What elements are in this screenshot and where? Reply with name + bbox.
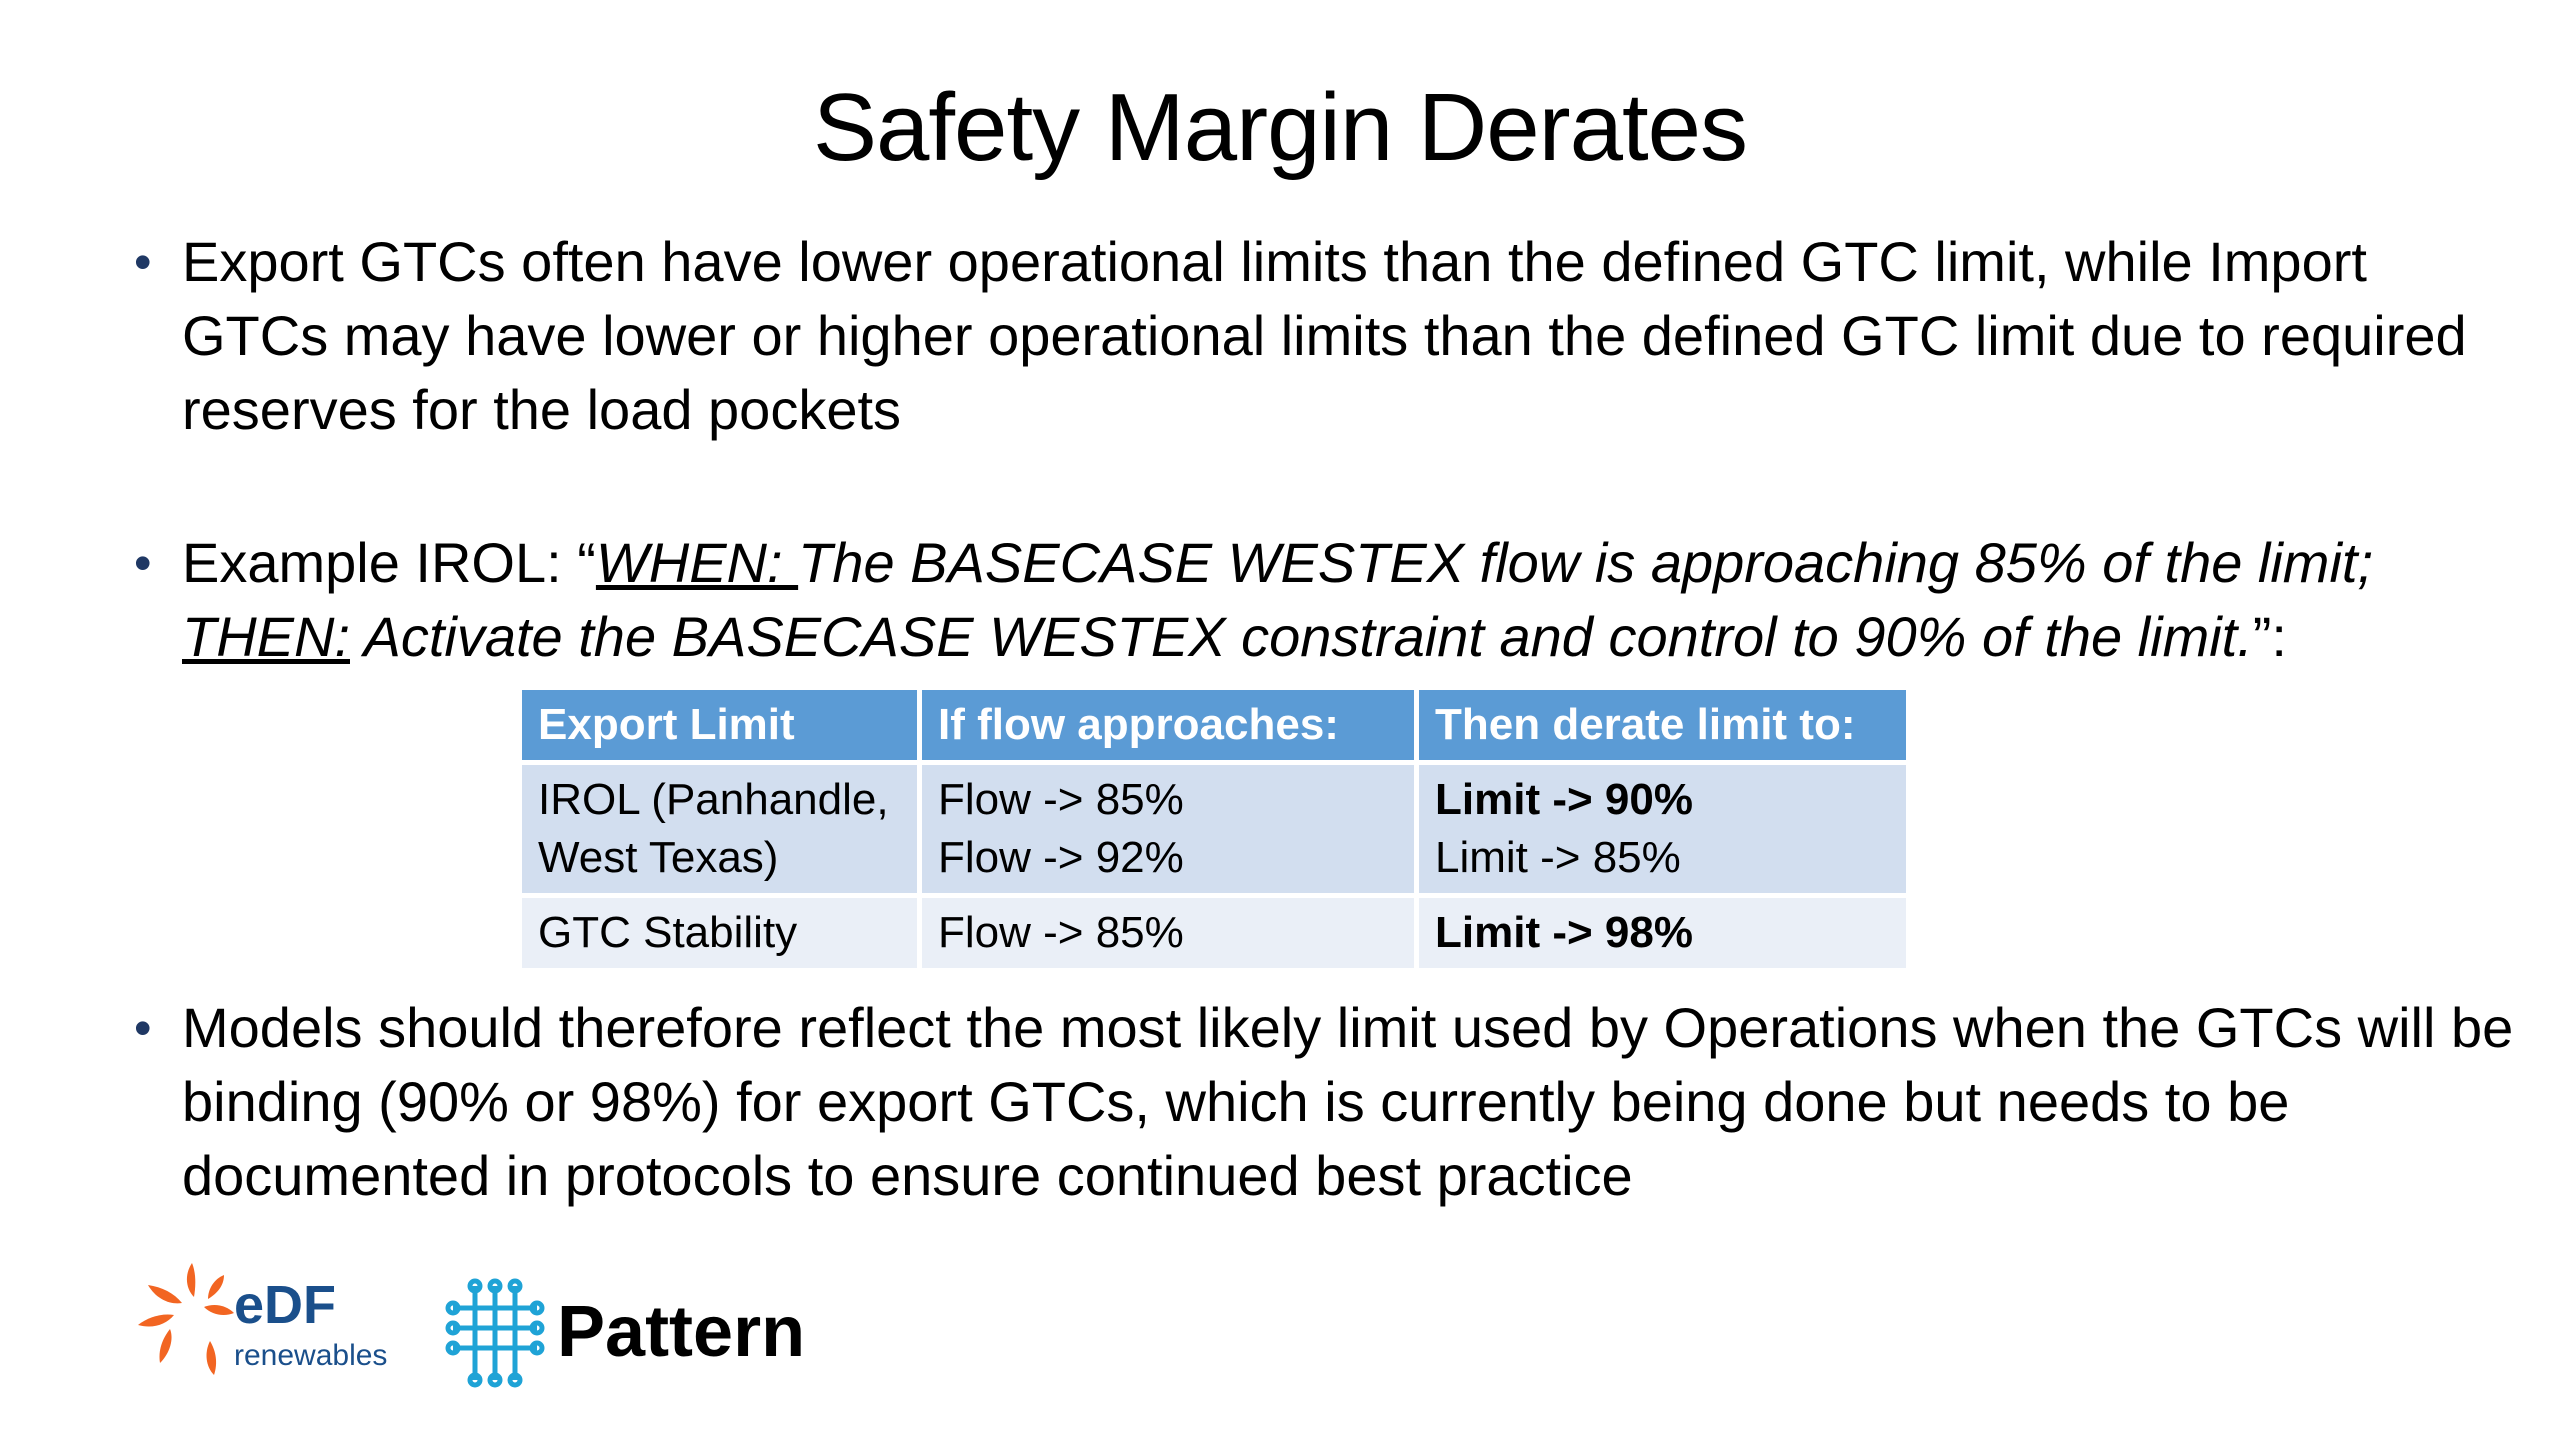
cell-line: West Texas) <box>538 833 779 882</box>
header-flow-approaches: If flow approaches: <box>922 690 1414 760</box>
then-text: Activate the BASECASE WESTEX constraint … <box>350 605 2253 668</box>
cell-flow: Flow -> 85% <box>922 898 1414 968</box>
bullet-dot-icon: • <box>134 535 152 591</box>
edf-sun-icon <box>138 1263 234 1375</box>
header-derate-limit: Then derate limit to: <box>1419 690 1906 760</box>
bullet-dot-icon: • <box>134 234 152 290</box>
edf-brand-text: eDF <box>234 1275 336 1335</box>
bullet-text: Export GTCs often have lower operational… <box>182 230 2467 441</box>
when-text: The BASECASE WESTEX flow is approaching … <box>798 531 2374 594</box>
derate-table: Export Limit If flow approaches: Then de… <box>517 685 1911 973</box>
edf-sub-text: renewables <box>234 1339 387 1372</box>
bullet-text: Example IROL: “WHEN: The BASECASE WESTEX… <box>182 526 2522 674</box>
cell-line: IROL (Panhandle, <box>538 775 889 824</box>
cell-derate: Limit -> 90% Limit -> 85% <box>1419 765 1906 893</box>
irol-suffix: ”: <box>2252 605 2287 668</box>
cell-line: Limit -> 90% <box>1435 775 1693 824</box>
pattern-brand-text: Pattern <box>557 1292 805 1372</box>
cell-export-limit: GTC Stability <box>522 898 917 968</box>
table-header-row: Export Limit If flow approaches: Then de… <box>522 690 1906 760</box>
edf-renewables-logo: eDF renewables <box>138 1263 387 1375</box>
bullet-dot-icon: • <box>134 1000 152 1056</box>
then-label: THEN: <box>182 605 350 668</box>
irol-prefix: Example IROL: “ <box>182 531 596 594</box>
cell-derate: Limit -> 98% <box>1419 898 1906 968</box>
header-export-limit: Export Limit <box>522 690 917 760</box>
table-row: GTC Stability Flow -> 85% Limit -> 98% <box>522 898 1906 968</box>
slide-title: Safety Margin Derates <box>812 74 1748 181</box>
cell-line: GTC Stability <box>538 908 798 957</box>
cell-line: Flow -> 92% <box>938 833 1184 882</box>
table-row: IROL (Panhandle, West Texas) Flow -> 85%… <box>522 765 1906 893</box>
pattern-grid-icon <box>445 1278 545 1388</box>
cell-line: Limit -> 85% <box>1435 833 1681 882</box>
when-label: WHEN: <box>595 531 799 594</box>
bullet-text: Models should therefore reflect the most… <box>182 996 2514 1207</box>
cell-line: Flow -> 85% <box>938 908 1184 957</box>
cell-line: Flow -> 85% <box>938 775 1184 824</box>
cell-export-limit: IROL (Panhandle, West Texas) <box>522 765 917 893</box>
cell-flow: Flow -> 85% Flow -> 92% <box>922 765 1414 893</box>
cell-line: Limit -> 98% <box>1435 908 1693 957</box>
pattern-logo: Pattern <box>445 1278 805 1388</box>
